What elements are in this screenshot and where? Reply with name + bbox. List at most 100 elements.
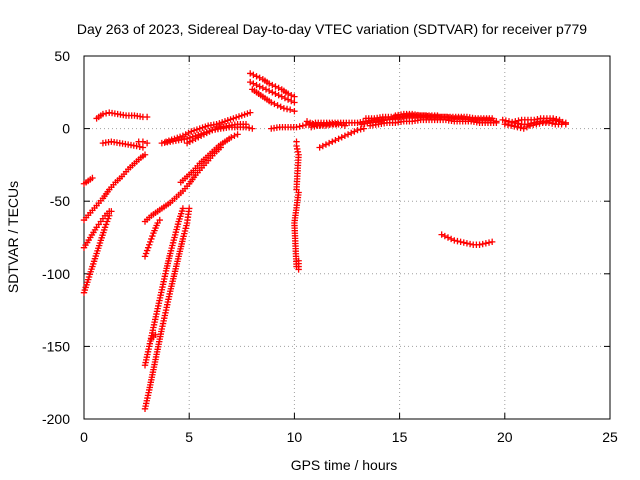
data-point	[139, 138, 147, 145]
y-tick-label: 50	[54, 48, 70, 64]
y-tick-label: -150	[42, 338, 70, 354]
data-point	[104, 215, 112, 222]
data-point	[232, 114, 240, 121]
series-arc29	[438, 231, 496, 248]
data-point	[447, 235, 455, 243]
data-point	[196, 125, 203, 132]
data-point	[101, 224, 109, 231]
series-arc24	[316, 125, 368, 151]
data-point	[534, 115, 541, 123]
data-point	[288, 92, 295, 99]
data-point	[562, 121, 570, 128]
data-point	[317, 121, 324, 129]
data-point	[245, 124, 253, 132]
data-point	[250, 80, 257, 87]
data-point	[338, 134, 345, 141]
data-point	[556, 116, 563, 124]
data-point	[143, 139, 151, 147]
data-point	[454, 237, 461, 245]
data-point	[206, 128, 213, 135]
series-arc11	[141, 205, 193, 413]
data-point	[341, 132, 349, 140]
y-tick-label: 0	[62, 121, 70, 137]
data-point	[295, 257, 302, 264]
chart-title: Day 263 of 2023, Sidereal Day-to-day VTE…	[77, 21, 587, 37]
data-point	[441, 232, 449, 240]
data-point	[488, 238, 496, 246]
data-point	[224, 117, 231, 124]
data-point	[244, 110, 251, 117]
series-arc7	[135, 138, 151, 147]
data-point	[185, 129, 192, 137]
data-point	[108, 208, 115, 215]
data-point	[195, 134, 202, 141]
data-point	[274, 102, 281, 109]
x-tick-label: 25	[602, 429, 618, 445]
data-point	[256, 83, 263, 90]
data-point	[319, 142, 327, 150]
data-point	[348, 129, 355, 137]
data-point	[286, 106, 294, 113]
data-point	[165, 137, 173, 144]
data-point	[466, 240, 474, 248]
data-point	[253, 73, 260, 80]
data-point	[89, 174, 96, 182]
data-point	[549, 115, 557, 122]
data-point	[202, 123, 209, 130]
data-point	[482, 240, 490, 247]
data-point	[329, 138, 336, 145]
series-arc23	[308, 121, 340, 131]
data-point	[508, 118, 516, 126]
data-point	[283, 105, 291, 113]
series-arc12	[148, 331, 159, 343]
data-point	[179, 205, 187, 212]
data-points	[80, 70, 570, 413]
data-point	[335, 135, 342, 142]
data-point	[533, 121, 540, 128]
data-point	[272, 83, 279, 90]
data-point	[294, 145, 301, 153]
data-point	[253, 81, 260, 89]
data-point	[147, 238, 154, 246]
data-point	[188, 128, 195, 135]
series-arc6	[99, 138, 147, 151]
data-point	[460, 239, 467, 246]
series-arc3	[80, 208, 113, 251]
data-point	[511, 123, 518, 130]
data-point	[311, 123, 318, 130]
data-point	[280, 105, 288, 112]
data-point	[262, 86, 270, 93]
data-point	[281, 94, 289, 102]
y-tick-label: -100	[42, 266, 70, 282]
y-tick-label: -200	[42, 411, 70, 427]
series-arc32	[512, 115, 563, 125]
data-point	[103, 218, 111, 225]
data-point	[548, 120, 556, 127]
data-point	[156, 216, 163, 224]
data-point	[275, 92, 282, 99]
data-point	[553, 115, 560, 123]
series-arc17	[247, 70, 298, 100]
data-point	[514, 123, 521, 131]
data-point	[288, 97, 295, 105]
data-point	[291, 107, 298, 115]
data-point	[499, 116, 506, 124]
data-point	[291, 93, 298, 100]
data-point	[476, 241, 483, 248]
data-point	[148, 235, 155, 243]
data-point	[149, 232, 156, 240]
data-point	[247, 78, 254, 86]
data-point	[303, 118, 311, 125]
data-point	[296, 123, 303, 130]
data-point	[231, 132, 238, 140]
series-arc13	[177, 131, 241, 186]
x-tick-label: 0	[80, 429, 88, 445]
data-point	[268, 99, 275, 106]
series-arc27	[366, 116, 500, 129]
data-point	[234, 131, 241, 138]
data-point	[438, 231, 445, 238]
data-point	[211, 125, 219, 133]
data-point	[316, 144, 323, 151]
data-point	[357, 126, 364, 133]
data-point	[200, 131, 208, 138]
